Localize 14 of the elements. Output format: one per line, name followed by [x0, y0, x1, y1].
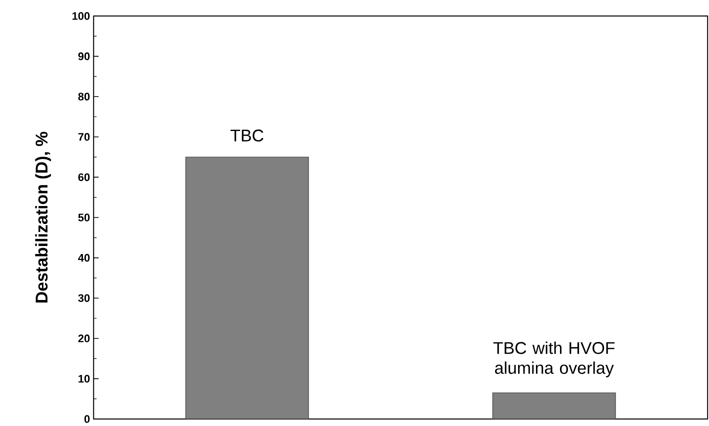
x-tick-label: TBC: [230, 130, 264, 142]
y-tick-label: 0: [84, 415, 90, 423]
y-tick-label: 40: [78, 254, 90, 262]
y-tick-label: 80: [78, 92, 90, 100]
x-tick-label: TBC with HVOF alumina overlay: [493, 342, 615, 378]
y-tick-label: 10: [78, 374, 90, 383]
y-tick-label: 60: [78, 173, 90, 182]
y-tick-label: 20: [78, 334, 90, 342]
y-tick-label: 50: [78, 214, 90, 222]
y-axis-title: Destabilization (D), %: [35, 132, 51, 302]
y-tick-label: 100: [72, 12, 90, 20]
y-tick-label: 90: [78, 52, 90, 60]
y-tick-label: 30: [78, 294, 90, 302]
y-tick-label: 70: [78, 133, 90, 141]
